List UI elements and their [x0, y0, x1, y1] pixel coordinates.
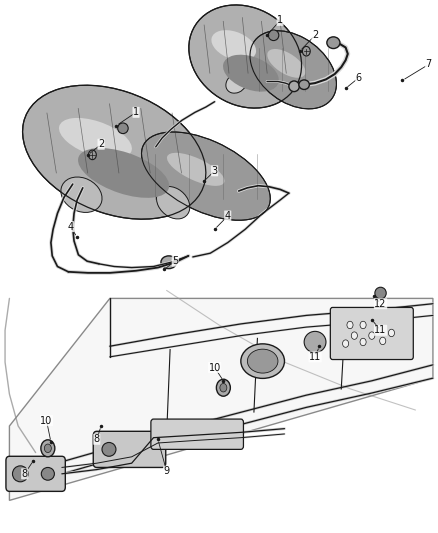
Text: 4: 4	[67, 222, 74, 232]
Circle shape	[41, 440, 55, 457]
FancyBboxPatch shape	[6, 456, 65, 491]
Ellipse shape	[241, 344, 285, 378]
Text: 4: 4	[225, 211, 231, 221]
Text: 2: 2	[312, 30, 318, 41]
Ellipse shape	[299, 80, 309, 90]
Ellipse shape	[59, 118, 132, 159]
Text: 10: 10	[208, 362, 221, 373]
Circle shape	[216, 379, 230, 396]
Circle shape	[44, 444, 51, 453]
Circle shape	[88, 150, 96, 160]
Circle shape	[302, 46, 310, 56]
Circle shape	[351, 332, 357, 340]
FancyBboxPatch shape	[93, 431, 166, 467]
Text: 8: 8	[94, 434, 100, 445]
Circle shape	[360, 321, 366, 329]
Ellipse shape	[41, 467, 54, 480]
Ellipse shape	[167, 153, 225, 186]
Text: 12: 12	[374, 298, 387, 309]
Ellipse shape	[189, 5, 301, 108]
Ellipse shape	[23, 85, 206, 219]
Circle shape	[347, 321, 353, 329]
Text: 2: 2	[98, 139, 104, 149]
Circle shape	[389, 329, 395, 337]
Ellipse shape	[156, 187, 190, 219]
FancyBboxPatch shape	[330, 308, 413, 360]
Ellipse shape	[267, 49, 305, 78]
Text: 1: 1	[133, 107, 139, 117]
Polygon shape	[10, 298, 433, 500]
Text: 8: 8	[21, 469, 28, 479]
Circle shape	[220, 383, 227, 392]
Text: 10: 10	[40, 416, 53, 426]
Circle shape	[380, 337, 386, 345]
Ellipse shape	[268, 30, 279, 41]
Circle shape	[343, 340, 349, 348]
Text: 11: 11	[374, 325, 387, 335]
Ellipse shape	[78, 148, 169, 198]
Circle shape	[360, 338, 366, 346]
Ellipse shape	[223, 55, 279, 92]
Ellipse shape	[375, 287, 386, 299]
Ellipse shape	[250, 31, 336, 109]
Ellipse shape	[226, 73, 247, 93]
Ellipse shape	[247, 349, 278, 373]
FancyBboxPatch shape	[151, 419, 244, 449]
Circle shape	[369, 332, 375, 340]
Ellipse shape	[61, 177, 102, 213]
Text: 6: 6	[356, 73, 362, 83]
Ellipse shape	[161, 256, 177, 269]
Text: 1: 1	[277, 15, 283, 26]
Text: 9: 9	[163, 466, 170, 476]
Ellipse shape	[289, 81, 299, 92]
Text: 3: 3	[212, 166, 218, 176]
Ellipse shape	[12, 466, 28, 482]
Ellipse shape	[102, 442, 116, 456]
Ellipse shape	[327, 37, 340, 49]
Text: 7: 7	[425, 60, 432, 69]
Ellipse shape	[304, 332, 326, 353]
Ellipse shape	[212, 30, 256, 61]
Text: 5: 5	[172, 256, 178, 266]
Ellipse shape	[118, 123, 128, 134]
Ellipse shape	[141, 132, 270, 220]
Text: 11: 11	[309, 352, 321, 362]
